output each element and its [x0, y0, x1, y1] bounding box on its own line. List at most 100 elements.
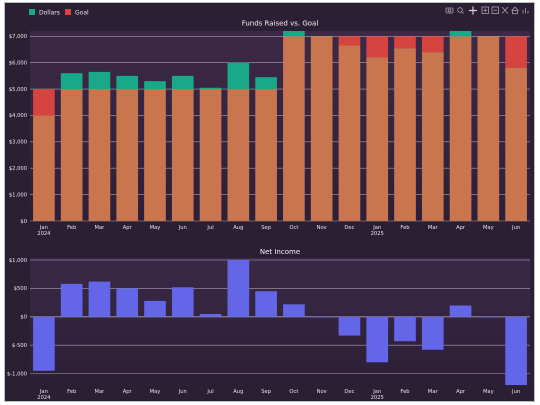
- legend-label-goal: Goal: [75, 10, 89, 17]
- net-income-y-tick-label: $-500: [12, 343, 27, 349]
- logo-icon[interactable]: [522, 8, 529, 14]
- net-income-bar: [33, 316, 55, 371]
- zoom-out-icon[interactable]: [491, 6, 499, 14]
- goal-bar: [394, 36, 416, 49]
- funds-y-axis: $0 $1,000 $2,000 $3,000 $4,000 $5,000 $6,000 $7…: [9, 34, 27, 225]
- funds-bar-overlap: [199, 89, 222, 221]
- legend-label-dollars: Dollars: [39, 10, 60, 17]
- funds-x-tick-label: Aug: [233, 225, 243, 231]
- funds-bars: [33, 31, 527, 222]
- funds-y-tick-label: $7,000: [9, 34, 27, 40]
- pan-icon[interactable]: [469, 6, 477, 15]
- zoom-in-icon[interactable]: [481, 6, 489, 14]
- funds-x-tick-label: Apr: [123, 225, 133, 231]
- goal-bar: [505, 36, 527, 68]
- funds-x-tick-label: Mar: [95, 225, 106, 231]
- funds-bar-overlap: [33, 115, 55, 221]
- funds-bar-overlap: [505, 67, 527, 221]
- funds-x-tick-label: May: [150, 225, 161, 231]
- net-income-bar: [421, 316, 444, 350]
- home-icon[interactable]: [511, 6, 519, 15]
- net-income-x-tick-label: Jan: [39, 389, 48, 395]
- net-income-x-tick-label: Feb: [67, 389, 77, 395]
- net-income-x-tick-label: Mar: [95, 389, 106, 395]
- autoscale-icon[interactable]: [501, 6, 509, 14]
- net-income-bar: [116, 288, 139, 317]
- net-income-x-tick-label: May: [483, 389, 494, 395]
- funds-x-tick-label: Jul: [206, 225, 213, 231]
- funds-x-tick-label: Jun: [511, 225, 520, 231]
- funds-bar-overlap: [449, 36, 472, 222]
- chart-canvas: Dollars Goal: [7, 6, 530, 401]
- net-income-bar: [171, 287, 194, 317]
- net-income-x-tick-label: Apr: [123, 389, 133, 395]
- dollars-bar: [227, 62, 250, 90]
- net-income-x-tick-label: 2024: [37, 395, 51, 401]
- goal-bar: [421, 36, 444, 53]
- zoom-icon[interactable]: [457, 7, 464, 14]
- dollars-bar: [199, 87, 222, 90]
- funds-x-tick-label: Dec: [344, 225, 354, 231]
- legend[interactable]: Dollars Goal: [29, 9, 89, 17]
- net-income-x-tick-label: Dec: [344, 389, 354, 395]
- legend-swatch-goal: [65, 9, 71, 15]
- net-income-x-tick-label: Jun: [178, 389, 187, 395]
- net-income-x-tick-label: Feb: [400, 389, 410, 395]
- funds-x-tick-label: Nov: [317, 225, 327, 231]
- dollars-bar: [116, 75, 139, 90]
- chart-frame: Dollars Goal: [4, 2, 535, 402]
- funds-bar-overlap: [144, 89, 166, 221]
- net-income-x-tick-label: 2025: [371, 395, 384, 401]
- net-income-bar: [477, 316, 500, 318]
- goal-bar: [338, 36, 361, 46]
- legend-swatch-dollars: [29, 9, 35, 15]
- dollars-bar: [144, 81, 166, 90]
- funds-x-tick-label: Oct: [289, 225, 298, 231]
- net-income-x-tick-label: Jul: [206, 389, 213, 395]
- net-income-bar: [505, 316, 527, 385]
- funds-bar-overlap: [338, 45, 361, 222]
- net-income-bar: [227, 260, 250, 317]
- funds-bar-overlap: [310, 36, 333, 222]
- net-income-x-tick-label: Jun: [511, 389, 520, 395]
- goal-bar: [33, 89, 55, 116]
- funds-bar-overlap: [88, 89, 111, 221]
- funds-bar-overlap: [116, 89, 139, 221]
- funds-x-tick-label: May: [483, 225, 494, 231]
- funds-bar-overlap: [366, 57, 389, 222]
- net-income-x-tick-label: Nov: [317, 389, 327, 395]
- funds-bar-overlap: [255, 89, 277, 221]
- camera-icon[interactable]: [445, 7, 454, 14]
- funds-x-tick-label: Feb: [400, 225, 410, 231]
- funds-gridlines: [30, 35, 530, 222]
- net-income-gridlines: [30, 259, 530, 374]
- funds-bar-overlap: [171, 89, 194, 221]
- net-income-y-tick-label: $1,000: [9, 258, 27, 264]
- net-income-x-tick-label: Sep: [261, 389, 271, 395]
- funds-x-tick-label: Sep: [261, 225, 271, 231]
- funds-bar-overlap: [283, 36, 305, 222]
- net-income-x-tick-label: May: [150, 389, 161, 395]
- funds-y-tick-label: $0: [20, 219, 27, 225]
- net-income-bar: [394, 316, 416, 342]
- funds-y-tick-label: $3,000: [9, 140, 27, 146]
- dollars-bar: [255, 77, 277, 90]
- net-income-x-tick-label: Apr: [456, 389, 466, 395]
- modebar[interactable]: [445, 6, 529, 15]
- net-income-y-tick-label: $500: [14, 286, 27, 292]
- net-income-chart-title: Net Income: [260, 248, 300, 256]
- funds-x-tick-label: Apr: [456, 225, 466, 231]
- funds-bar-overlap: [60, 89, 83, 221]
- net-income-bar: [60, 283, 83, 317]
- funds-y-tick-label: $4,000: [9, 113, 27, 119]
- funds-x-tick-label: 2025: [371, 231, 384, 237]
- net-income-bar: [366, 316, 389, 363]
- net-income-bar: [255, 291, 277, 317]
- funds-y-tick-label: $6,000: [9, 60, 27, 66]
- net-income-bar: [449, 305, 472, 317]
- net-income-plot-area: [30, 258, 530, 383]
- funds-y-tick-label: $2,000: [9, 166, 27, 172]
- net-income-bar: [144, 300, 166, 317]
- dollars-bar: [60, 73, 83, 90]
